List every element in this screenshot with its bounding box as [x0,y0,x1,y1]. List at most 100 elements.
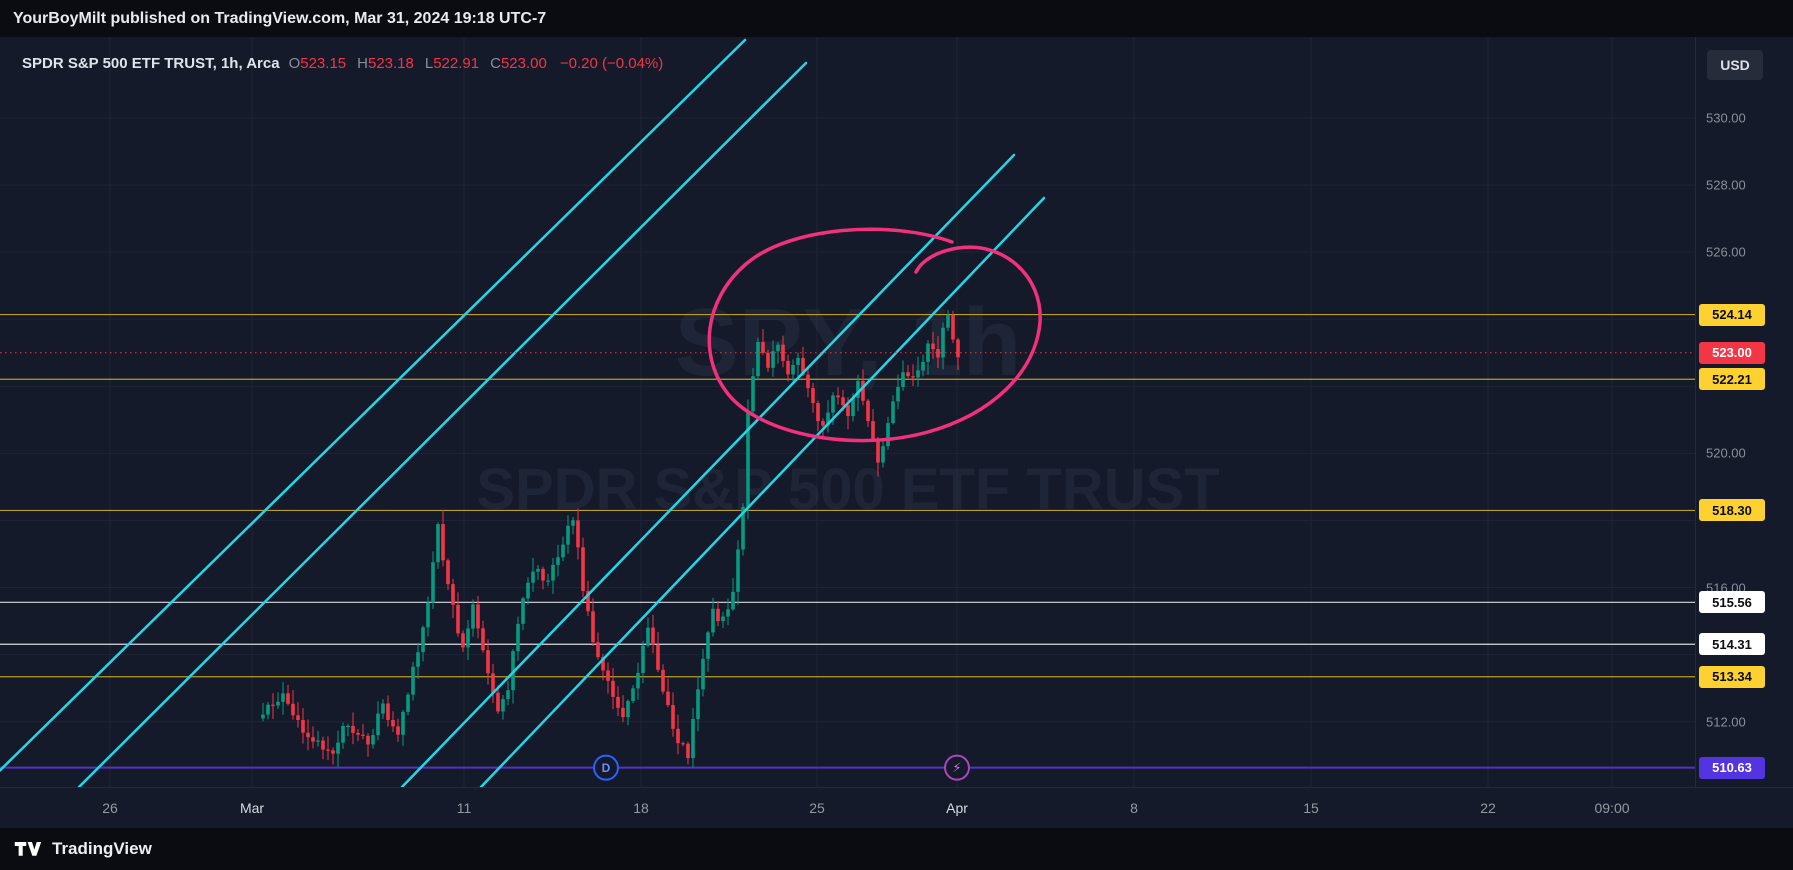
candle [746,399,750,520]
trend-channels[interactable] [0,38,1046,787]
dividend-marker[interactable]: D [593,754,619,781]
candle [646,617,650,648]
candle [766,349,770,372]
watermark-symbol: SPY, 1h SPDR S&P 500 ETF TRUST [476,289,1219,522]
low-label: L [424,55,434,72]
candle [266,701,270,720]
price-label-515.56[interactable]: 515.56 [1699,591,1765,614]
candle [606,662,610,694]
open-label: O [288,55,301,72]
candle [591,598,595,647]
candle [696,675,700,732]
candle [786,354,790,382]
candle [336,730,340,767]
candle [286,684,290,706]
candle [886,416,890,450]
high-value: 523.18 [367,55,414,72]
candle [571,516,575,535]
candle [681,741,685,747]
candle [411,661,415,701]
candle [951,310,955,344]
candle [361,724,365,740]
candle [376,701,380,741]
candle [701,648,705,697]
trendline-3[interactable] [400,153,1016,787]
time-tick-label: 11 [456,800,472,816]
candle [441,510,445,567]
candle [371,728,375,749]
candle [551,558,555,594]
candle [516,616,520,661]
symbol-legend[interactable]: SPDR S&P 500 ETF TRUST, 1h, Arca O523.15… [22,55,663,72]
price-axis[interactable]: 530.00 528.00 526.00 520.00 516.00 512.00 524.… [1695,37,1793,787]
trendline-2[interactable] [77,61,808,787]
candle [341,722,345,749]
tradingview-logo[interactable] [13,838,43,860]
event-markers[interactable]: D ⚡ [593,754,970,781]
trendline-1[interactable] [0,38,747,787]
low-value: 522.91 [433,55,480,72]
candle [471,599,475,637]
candle [396,718,400,742]
price-label-522.21[interactable]: 522.21 [1699,368,1765,391]
price-level-lines[interactable] [0,313,1695,769]
candle [721,611,725,628]
candle [621,695,625,723]
candle [506,681,510,706]
flash-event-marker[interactable]: ⚡ [944,754,970,781]
candle [616,686,620,716]
candle [271,693,275,719]
candle [626,699,630,726]
candle [936,336,940,369]
candle [611,668,615,710]
candle [661,664,665,695]
price-label-513.34[interactable]: 513.34 [1699,665,1765,688]
candle [941,322,945,370]
candle [826,400,830,433]
candle [586,580,590,616]
candle [896,374,900,410]
price-label-514.31[interactable]: 514.31 [1699,633,1765,656]
price-label-518.30[interactable]: 518.30 [1699,499,1765,522]
candle [916,356,920,387]
candle [526,577,530,605]
candle [501,694,505,720]
price-tick-label: 512.00 [1706,714,1746,730]
time-axis[interactable]: 26 Mar 11 18 25 Apr 8 15 22 09:00 [0,787,1793,828]
svg-text:⚡: ⚡ [952,760,961,775]
candle [866,398,870,427]
publish-text: YourBoyMilt published on TradingView.com… [13,10,547,27]
candle [416,642,420,679]
price-label-523.00[interactable]: 523.00 [1699,341,1765,364]
candle [576,508,580,560]
price-tick-label: 520.00 [1706,445,1746,461]
time-tick-label: Mar [239,800,265,816]
candle [491,663,495,704]
price-label-524.14[interactable]: 524.14 [1699,303,1765,326]
currency-button[interactable]: USD [1707,50,1763,80]
grid [0,37,1695,787]
brand-text[interactable]: TradingView [52,839,152,858]
candle [481,620,485,653]
close-value: 523.00 [500,55,547,72]
candle [731,578,735,612]
candle [321,736,325,760]
candle [871,409,875,442]
footer: TradingView [0,828,1793,870]
price-label-510.63[interactable]: 510.63 [1699,756,1765,779]
ellipse-drawing[interactable] [707,227,1042,443]
price-tick-label: 530.00 [1706,110,1746,126]
candle [581,537,585,598]
chart-container[interactable]: SPY, 1h SPDR S&P 500 ETF TRUST D ⚡ SPDR S&P… [0,37,1793,828]
time-tick-label: 09:00 [1594,800,1630,816]
price-tick-label: 528.00 [1706,177,1746,193]
open-value: 523.15 [300,55,347,72]
trendline-4[interactable] [479,196,1046,787]
candle [771,340,775,377]
symbol-title[interactable]: SPDR S&P 500 ETF TRUST, 1h, Arca [22,55,280,72]
candle [456,592,460,637]
candle [366,733,370,757]
price-tick-label: 526.00 [1706,244,1746,260]
time-tick-label: 22 [1480,800,1496,816]
